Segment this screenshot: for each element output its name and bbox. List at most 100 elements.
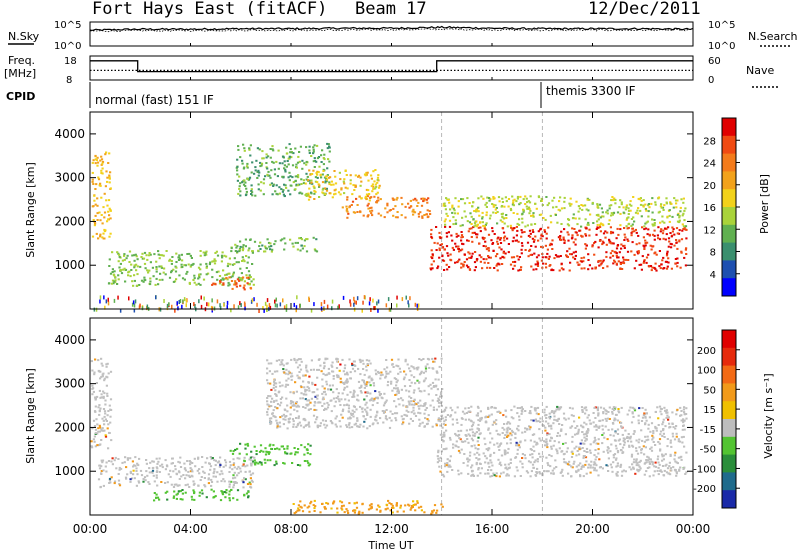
heatmap-cell bbox=[323, 299, 326, 304]
heatmap-cell bbox=[296, 248, 299, 251]
heatmap-cell bbox=[638, 446, 641, 449]
heatmap-cell bbox=[174, 468, 177, 471]
heatmap-cell bbox=[101, 172, 104, 175]
heatmap-cell bbox=[486, 266, 489, 269]
heatmap-cell bbox=[675, 413, 678, 416]
heatmap-cell bbox=[536, 265, 540, 267]
heatmap-cell bbox=[680, 251, 683, 254]
heatmap-cell bbox=[487, 428, 490, 431]
heatmap-cell bbox=[409, 508, 412, 511]
heatmap-cell bbox=[101, 160, 105, 163]
heatmap-cell bbox=[518, 415, 521, 418]
heatmap-cell bbox=[605, 243, 608, 246]
heatmap-cell bbox=[243, 149, 246, 152]
heatmap-cell bbox=[439, 433, 442, 436]
heatmap-cell bbox=[243, 179, 246, 182]
heatmap-cell bbox=[422, 358, 425, 360]
heatmap-cell bbox=[275, 192, 278, 195]
heatmap-cell bbox=[287, 370, 290, 373]
heatmap-cell bbox=[111, 463, 114, 466]
heatmap-cell bbox=[665, 471, 669, 474]
power-cb-tick-label: 24 bbox=[703, 159, 716, 170]
heatmap-cell bbox=[447, 199, 450, 201]
heatmap-cell bbox=[105, 299, 108, 304]
heatmap-cell bbox=[482, 452, 485, 455]
heatmap-cell bbox=[616, 227, 619, 230]
heatmap-cell bbox=[326, 401, 329, 404]
heatmap-cell bbox=[497, 458, 500, 461]
heatmap-cell bbox=[236, 245, 239, 248]
heatmap-cell bbox=[351, 409, 354, 412]
heatmap-cell bbox=[389, 509, 392, 512]
heatmap-cell bbox=[573, 228, 576, 230]
heatmap-cell bbox=[660, 263, 663, 266]
heatmap-cell bbox=[265, 156, 268, 159]
heatmap-cell bbox=[101, 461, 104, 464]
heatmap-cell bbox=[261, 244, 264, 247]
heatmap-cell bbox=[300, 244, 303, 247]
heatmap-cell bbox=[142, 257, 146, 260]
heatmap-cell bbox=[673, 197, 676, 200]
heatmap-cell bbox=[326, 304, 329, 309]
heatmap-cell bbox=[408, 206, 411, 209]
heatmap-cell bbox=[460, 231, 463, 233]
heatmap-cell bbox=[582, 442, 585, 445]
heatmap-cell bbox=[654, 461, 657, 464]
heatmap-cell bbox=[95, 307, 98, 312]
heatmap-cell bbox=[414, 509, 417, 512]
heatmap-cell bbox=[485, 211, 488, 214]
heatmap-cell bbox=[535, 256, 539, 259]
heatmap-cell bbox=[416, 303, 418, 308]
heatmap-cell bbox=[644, 222, 647, 225]
heatmap-cell bbox=[328, 150, 331, 153]
heatmap-cell bbox=[468, 268, 472, 271]
heatmap-cell bbox=[660, 228, 663, 231]
heatmap-cell bbox=[511, 227, 514, 230]
heatmap-cell bbox=[363, 386, 366, 389]
heatmap-cell bbox=[298, 509, 301, 512]
heatmap-cell bbox=[145, 459, 148, 461]
heatmap-cell bbox=[159, 254, 162, 257]
heatmap-cell bbox=[280, 188, 283, 191]
heatmap-cell bbox=[284, 168, 287, 171]
heatmap-cell bbox=[627, 433, 630, 435]
heatmap-cell bbox=[152, 466, 155, 469]
heatmap-cell bbox=[648, 475, 651, 478]
heatmap-cell bbox=[92, 219, 95, 221]
heatmap-cell bbox=[664, 410, 668, 413]
heatmap-cell bbox=[410, 205, 413, 208]
heatmap-cell bbox=[105, 363, 108, 366]
power-cb-tick-label: 8 bbox=[710, 248, 716, 259]
heatmap-cell bbox=[517, 269, 520, 272]
heatmap-cell bbox=[241, 256, 244, 259]
heatmap-cell bbox=[317, 401, 320, 404]
heatmap-cell bbox=[228, 283, 231, 286]
heatmap-cell bbox=[639, 467, 642, 470]
heatmap-cell bbox=[316, 181, 319, 184]
heatmap-cell bbox=[245, 267, 248, 269]
heatmap-cell bbox=[469, 451, 472, 454]
heatmap-cell bbox=[315, 418, 318, 421]
heatmap-cell bbox=[158, 265, 161, 268]
heatmap-cell bbox=[601, 442, 604, 445]
heatmap-cell bbox=[530, 470, 533, 473]
heatmap-cell bbox=[271, 145, 274, 148]
heatmap-cell bbox=[352, 392, 355, 395]
heatmap-cell bbox=[300, 386, 303, 389]
heatmap-cell bbox=[133, 279, 136, 282]
heatmap-cell bbox=[435, 226, 438, 228]
heatmap-cell bbox=[304, 398, 307, 401]
heatmap-cell bbox=[654, 410, 657, 413]
heatmap-cell bbox=[494, 204, 497, 207]
heatmap-cell bbox=[132, 284, 135, 287]
heatmap-cell bbox=[638, 438, 641, 441]
heatmap-cell bbox=[219, 462, 222, 465]
heatmap-cell bbox=[634, 472, 637, 475]
heatmap-cell bbox=[461, 242, 464, 245]
heatmap-cell bbox=[126, 458, 129, 461]
heatmap-cell bbox=[320, 176, 323, 179]
heatmap-cell bbox=[465, 435, 468, 437]
heatmap-cell bbox=[136, 258, 139, 261]
heatmap-cell bbox=[668, 220, 671, 223]
heatmap-cell bbox=[674, 262, 677, 265]
